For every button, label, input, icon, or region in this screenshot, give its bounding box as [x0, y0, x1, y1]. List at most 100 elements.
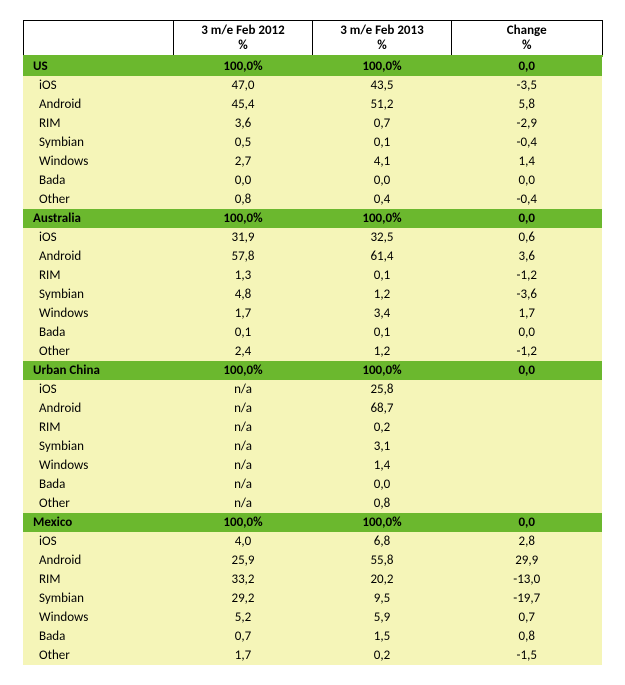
region-total-cell: 0,0	[451, 361, 602, 380]
table-row: Android25,955,829,9	[23, 551, 602, 570]
table-row: iOSn/a25,8	[23, 380, 602, 399]
value-cell: 1,2	[312, 342, 451, 361]
value-cell: 25,9	[174, 551, 313, 570]
value-cell	[451, 475, 602, 494]
platform-label: Windows	[23, 608, 174, 627]
platform-label: Symbian	[23, 285, 174, 304]
table-row: Windows1,73,41,7	[23, 304, 602, 323]
header-col-2012: 3 m/e Feb 2012 %	[174, 21, 313, 57]
table-row: RIM1,30,1-1,2	[23, 266, 602, 285]
value-cell: 51,2	[312, 95, 451, 114]
value-cell: 3,6	[174, 114, 313, 133]
value-cell: 1,4	[312, 456, 451, 475]
platform-label: Other	[23, 342, 174, 361]
table-row: Androidn/a68,7	[23, 399, 602, 418]
region-total-cell: 100,0%	[312, 361, 451, 380]
value-cell: 43,5	[312, 76, 451, 95]
value-cell: 0,8	[174, 190, 313, 209]
value-cell: 0,7	[451, 608, 602, 627]
value-cell: 0,0	[174, 171, 313, 190]
platform-label: Android	[23, 95, 174, 114]
value-cell: 1,3	[174, 266, 313, 285]
value-cell: -0,4	[451, 190, 602, 209]
platform-label: Windows	[23, 152, 174, 171]
header-line2: %	[180, 38, 306, 53]
table-row: iOS47,043,5-3,5	[23, 76, 602, 95]
value-cell: 1,7	[174, 646, 313, 665]
platform-label: Android	[23, 399, 174, 418]
header-line1: 3 m/e Feb 2012	[180, 23, 306, 38]
region-total-cell: 0,0	[451, 209, 602, 228]
platform-label: Other	[23, 190, 174, 209]
table-row: Badan/a0,0	[23, 475, 602, 494]
region-name: Urban China	[23, 361, 174, 380]
region-header-row: Urban China100,0%100,0%0,0	[23, 361, 602, 380]
region-header-row: US100,0%100,0%0,0	[23, 56, 602, 76]
value-cell: 5,8	[451, 95, 602, 114]
value-cell: 2,4	[174, 342, 313, 361]
value-cell: 4,0	[174, 532, 313, 551]
table-row: Symbian4,81,2-3,6	[23, 285, 602, 304]
platform-label: Windows	[23, 456, 174, 475]
value-cell: 20,2	[312, 570, 451, 589]
platform-label: Symbian	[23, 589, 174, 608]
value-cell: 25,8	[312, 380, 451, 399]
value-cell	[451, 418, 602, 437]
value-cell: n/a	[174, 494, 313, 513]
value-cell: 0,1	[312, 133, 451, 152]
platform-label: Symbian	[23, 133, 174, 152]
platform-label: Android	[23, 247, 174, 266]
value-cell: 29,9	[451, 551, 602, 570]
value-cell: 5,9	[312, 608, 451, 627]
table-row: Windows2,74,11,4	[23, 152, 602, 171]
region-header-row: Mexico100,0%100,0%0,0	[23, 513, 602, 532]
value-cell: 45,4	[174, 95, 313, 114]
table-row: Android45,451,25,8	[23, 95, 602, 114]
value-cell: 2,8	[451, 532, 602, 551]
value-cell: 6,8	[312, 532, 451, 551]
value-cell: -19,7	[451, 589, 602, 608]
value-cell: 0,8	[312, 494, 451, 513]
value-cell	[451, 456, 602, 475]
platform-label: Bada	[23, 171, 174, 190]
value-cell: -2,9	[451, 114, 602, 133]
table-header-row: 3 m/e Feb 2012 % 3 m/e Feb 2013 % Change…	[23, 21, 602, 57]
platform-label: Bada	[23, 627, 174, 646]
header-line1: 3 m/e Feb 2013	[319, 23, 445, 38]
region-total-cell: 100,0%	[174, 56, 313, 76]
value-cell: -1,5	[451, 646, 602, 665]
table-row: Other2,41,2-1,2	[23, 342, 602, 361]
header-line1: Change	[458, 23, 596, 38]
value-cell: 55,8	[312, 551, 451, 570]
value-cell: 0,4	[312, 190, 451, 209]
table-body: US100,0%100,0%0,0iOS47,043,5-3,5Android4…	[23, 56, 602, 665]
region-name: Australia	[23, 209, 174, 228]
value-cell: 3,4	[312, 304, 451, 323]
value-cell: 29,2	[174, 589, 313, 608]
market-share-table: 3 m/e Feb 2012 % 3 m/e Feb 2013 % Change…	[23, 20, 603, 665]
table-row: Android57,861,43,6	[23, 247, 602, 266]
value-cell: 31,9	[174, 228, 313, 247]
table-row: iOS4,06,82,8	[23, 532, 602, 551]
value-cell: 1,7	[451, 304, 602, 323]
value-cell: n/a	[174, 418, 313, 437]
value-cell	[451, 399, 602, 418]
value-cell	[451, 494, 602, 513]
value-cell: 1,2	[312, 285, 451, 304]
value-cell: -1,2	[451, 342, 602, 361]
value-cell: 4,1	[312, 152, 451, 171]
table-row: Othern/a0,8	[23, 494, 602, 513]
value-cell: 0,1	[174, 323, 313, 342]
platform-label: Bada	[23, 323, 174, 342]
table-row: Windows5,25,90,7	[23, 608, 602, 627]
platform-label: Other	[23, 646, 174, 665]
region-total-cell: 100,0%	[174, 209, 313, 228]
table-row: RIMn/a0,2	[23, 418, 602, 437]
value-cell: -13,0	[451, 570, 602, 589]
region-name: US	[23, 56, 174, 76]
platform-label: iOS	[23, 532, 174, 551]
table-row: iOS31,932,50,6	[23, 228, 602, 247]
value-cell: 1,7	[174, 304, 313, 323]
platform-label: iOS	[23, 228, 174, 247]
table-row: Symbiann/a3,1	[23, 437, 602, 456]
